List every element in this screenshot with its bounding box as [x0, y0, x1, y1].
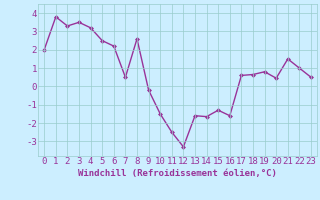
X-axis label: Windchill (Refroidissement éolien,°C): Windchill (Refroidissement éolien,°C): [78, 169, 277, 178]
